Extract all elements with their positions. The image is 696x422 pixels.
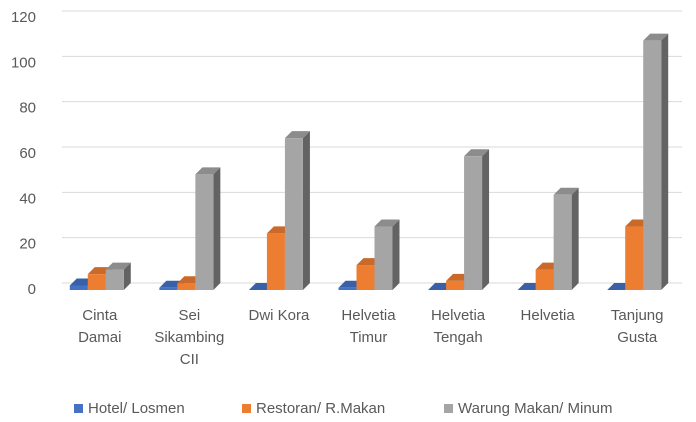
legend-swatch xyxy=(444,404,453,413)
bar-side xyxy=(661,33,669,291)
bar xyxy=(535,269,554,290)
bar-top xyxy=(643,33,669,41)
bar-top xyxy=(553,187,579,195)
bar xyxy=(284,138,303,290)
y-tick-label: 100 xyxy=(11,54,36,71)
bar-side xyxy=(482,149,490,290)
bar xyxy=(159,287,178,290)
legend-label: Hotel/ Losmen xyxy=(88,400,185,417)
bar-top xyxy=(105,262,131,270)
y-tick-label: 0 xyxy=(28,281,36,298)
bar xyxy=(69,285,88,290)
bar xyxy=(446,280,465,290)
bar xyxy=(105,269,124,290)
bar-side xyxy=(213,167,221,290)
bar-side xyxy=(123,262,131,290)
y-tick-label: 20 xyxy=(19,236,36,253)
x-tick-label: Helvetia xyxy=(520,307,575,324)
x-tick-label: Helvetia Tengah xyxy=(430,307,486,346)
bar xyxy=(87,274,106,290)
bar xyxy=(643,40,662,290)
bar xyxy=(195,174,214,290)
bar-top xyxy=(195,167,221,175)
bar xyxy=(266,233,285,290)
bar-side xyxy=(571,187,579,290)
bar xyxy=(553,194,572,290)
x-tick-label: Helvetia Timur xyxy=(341,307,396,346)
bar xyxy=(464,156,483,290)
bar xyxy=(374,226,393,290)
legend-swatch xyxy=(74,404,83,413)
bar xyxy=(356,265,375,290)
bar-top xyxy=(374,219,400,227)
x-tick-label: Sei Sikambing CII xyxy=(154,307,225,368)
y-tick-label: 60 xyxy=(19,145,36,162)
y-tick-label: 40 xyxy=(19,190,36,207)
x-tick-label: Cinta Damai xyxy=(78,307,122,346)
bar xyxy=(625,226,644,290)
x-tick-label: Tanjung Gusta xyxy=(610,307,664,346)
legend-label: Restoran/ R.Makan xyxy=(256,400,385,417)
bar-top xyxy=(284,131,310,139)
y-tick-label: 80 xyxy=(19,100,36,117)
legend-swatch xyxy=(242,404,251,413)
legend-label: Warung Makan/ Minum xyxy=(458,400,613,417)
bar-side xyxy=(392,219,400,290)
x-tick-label: Dwi Kora xyxy=(248,307,310,324)
bar xyxy=(338,287,357,290)
bar xyxy=(177,283,196,290)
y-tick-label: 120 xyxy=(11,9,36,26)
bar-top xyxy=(464,149,490,157)
bar-side xyxy=(302,131,310,290)
